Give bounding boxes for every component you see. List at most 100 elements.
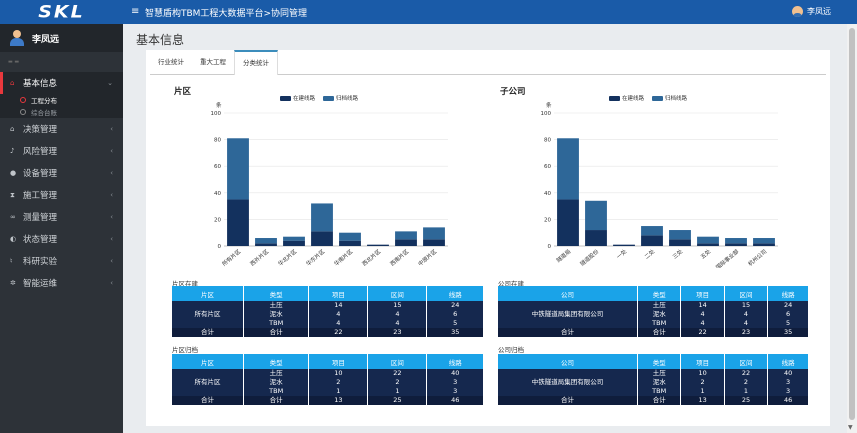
column-header: 公司	[498, 286, 638, 301]
bar-archived-3[interactable]	[641, 226, 663, 236]
chevron-down-icon: ⌄	[107, 79, 113, 87]
bar-active-0[interactable]	[227, 199, 249, 246]
bar-archived-4[interactable]	[669, 230, 691, 240]
bar-active-2[interactable]	[613, 244, 635, 246]
bar-active-5[interactable]	[697, 243, 719, 246]
scroll-thumb[interactable]	[849, 28, 855, 420]
table-cell: 40	[767, 369, 808, 378]
graduation-cap-icon: ⌂	[10, 79, 15, 87]
tab-category-stats[interactable]: 分类统计	[234, 50, 278, 75]
x-tick-label: 一处	[615, 247, 629, 261]
column-header: 片区	[172, 354, 245, 369]
sidebar-item-2[interactable]: ♪ 风险管理 ‹	[0, 140, 123, 162]
table-cell: TBM	[637, 319, 682, 328]
table-cell: 2	[680, 378, 725, 387]
bar-active-5[interactable]	[367, 244, 389, 246]
sidebar-item-8[interactable]: ✲ 智能运维 ‹	[0, 272, 123, 294]
x-tick-label: 华北片区	[276, 247, 298, 268]
menu-toggle-icon[interactable]: ≡	[131, 6, 140, 17]
bar-archived-4[interactable]	[339, 232, 361, 241]
bar-active-1[interactable]	[255, 243, 277, 246]
bar-active-4[interactable]	[669, 239, 691, 246]
legend-item-active[interactable]: 在建线路	[280, 94, 315, 102]
sidebar-item-4[interactable]: ⧗ 施工管理 ‹	[0, 184, 123, 206]
table-cell: 3	[426, 387, 483, 396]
x-tick-label: 西北片区	[360, 247, 382, 268]
sum-cell: 合计	[637, 396, 682, 405]
circle-icon	[20, 109, 26, 115]
bar-active-1[interactable]	[585, 230, 607, 246]
bar-active-7[interactable]	[753, 243, 775, 246]
bar-archived-6[interactable]	[395, 231, 417, 240]
table-cell: 3	[767, 378, 808, 387]
bar-archived-5[interactable]	[697, 236, 719, 244]
bar-active-7[interactable]	[423, 239, 445, 246]
sum-cell: 合计	[243, 328, 310, 337]
x-tick-label: 杭州公司	[746, 247, 768, 267]
gears-icon: ✲	[10, 279, 16, 287]
bar-archived-3[interactable]	[311, 203, 333, 232]
user-menu[interactable]: 李凤远	[792, 6, 831, 17]
table-cell: 土压	[637, 301, 682, 310]
sidebar-subitem-0[interactable]: 工程分布	[0, 94, 123, 106]
y-tick-label: 40	[214, 191, 221, 197]
sidebar-item-5[interactable]: ∞ 测量管理 ‹	[0, 206, 123, 228]
x-tick-label: 三处	[671, 247, 685, 261]
bar-archived-0[interactable]	[227, 138, 249, 200]
tab-industry[interactable]: 行业统计	[158, 58, 184, 66]
bar-active-6[interactable]	[395, 239, 417, 246]
table-sum-row: 合计 合计 13 25 46	[498, 396, 808, 405]
bar-active-3[interactable]	[641, 235, 663, 246]
table-cell: 6	[767, 310, 808, 319]
bar-archived-0[interactable]	[557, 138, 579, 200]
bar-archived-7[interactable]	[423, 227, 445, 240]
bar-active-2[interactable]	[283, 240, 305, 246]
sidebar-subitem-label: 工程分布	[31, 97, 57, 105]
dashboard-icon: ◐	[10, 235, 17, 243]
sum-cell: 合计	[498, 396, 638, 405]
sidebar-subitem-1[interactable]: 综合台账	[0, 106, 123, 118]
bar-archived-2[interactable]	[283, 236, 305, 241]
column-header: 线路	[426, 354, 483, 369]
table-cell: 14	[308, 301, 369, 310]
company-bar-chart: 条 0 20 40 60 80 100 隧道局 隧道股份 一处 二处 三处 五处 国际事业部 杭州公司	[541, 101, 778, 268]
bar-active-3[interactable]	[311, 231, 333, 246]
sidebar-item-6[interactable]: ◐ 状态管理 ‹	[0, 228, 123, 250]
table-sum-row: 合计 合计 22 23 35	[172, 328, 483, 337]
sidebar-subitem-label: 综合台账	[31, 109, 57, 117]
sum-cell: 35	[767, 328, 808, 337]
sidebar-item-0[interactable]: ⌂ 基本信息 ⌄	[0, 72, 123, 94]
sidebar-item-7[interactable]: ♮ 科研实验 ‹	[0, 250, 123, 272]
y-tick-label: 100	[211, 111, 222, 117]
page-scrollbar[interactable]: ▼	[847, 24, 857, 433]
logo-area[interactable]: SKL	[0, 0, 123, 24]
tab-major-projects[interactable]: 重大工程	[200, 58, 226, 66]
scroll-down-icon[interactable]: ▼	[848, 424, 853, 431]
bar-archived-1[interactable]	[585, 200, 607, 231]
bar-active-4[interactable]	[339, 240, 361, 246]
bar-active-0[interactable]	[557, 199, 579, 246]
sidebar-item-3[interactable]: ● 设备管理 ‹	[0, 162, 123, 184]
graduation-cap-icon: ⌂	[10, 125, 15, 133]
group-cell: 所有片区	[172, 369, 245, 396]
table-sum-row: 合计 合计 13 25 46	[172, 396, 483, 405]
sidebar-user: 李凤远	[0, 24, 123, 52]
sum-cell: 23	[724, 328, 769, 337]
bar-archived-1[interactable]	[255, 238, 277, 244]
sidebar-item-label: 测量管理	[23, 213, 58, 223]
bar-archived-6[interactable]	[725, 238, 747, 244]
sidebar-item-1[interactable]: ⌂ 决策管理 ‹	[0, 118, 123, 140]
column-header: 类型	[243, 286, 310, 301]
bar-archived-7[interactable]	[753, 238, 775, 244]
table-cell: 24	[767, 301, 808, 310]
sidebar-user-name: 李凤远	[32, 34, 60, 45]
sum-cell: 25	[367, 396, 428, 405]
table-cell: 泥水	[637, 378, 682, 387]
legend-item-archived[interactable]: 归档线路	[652, 94, 687, 102]
legend-item-archived[interactable]: 归档线路	[323, 94, 358, 102]
page-title: 基本信息	[136, 33, 185, 47]
legend-item-active[interactable]: 在建线路	[609, 94, 644, 102]
bar-active-6[interactable]	[725, 243, 747, 246]
table-row: TBM 1 1 3	[498, 387, 808, 396]
sum-cell: 合计	[243, 396, 310, 405]
